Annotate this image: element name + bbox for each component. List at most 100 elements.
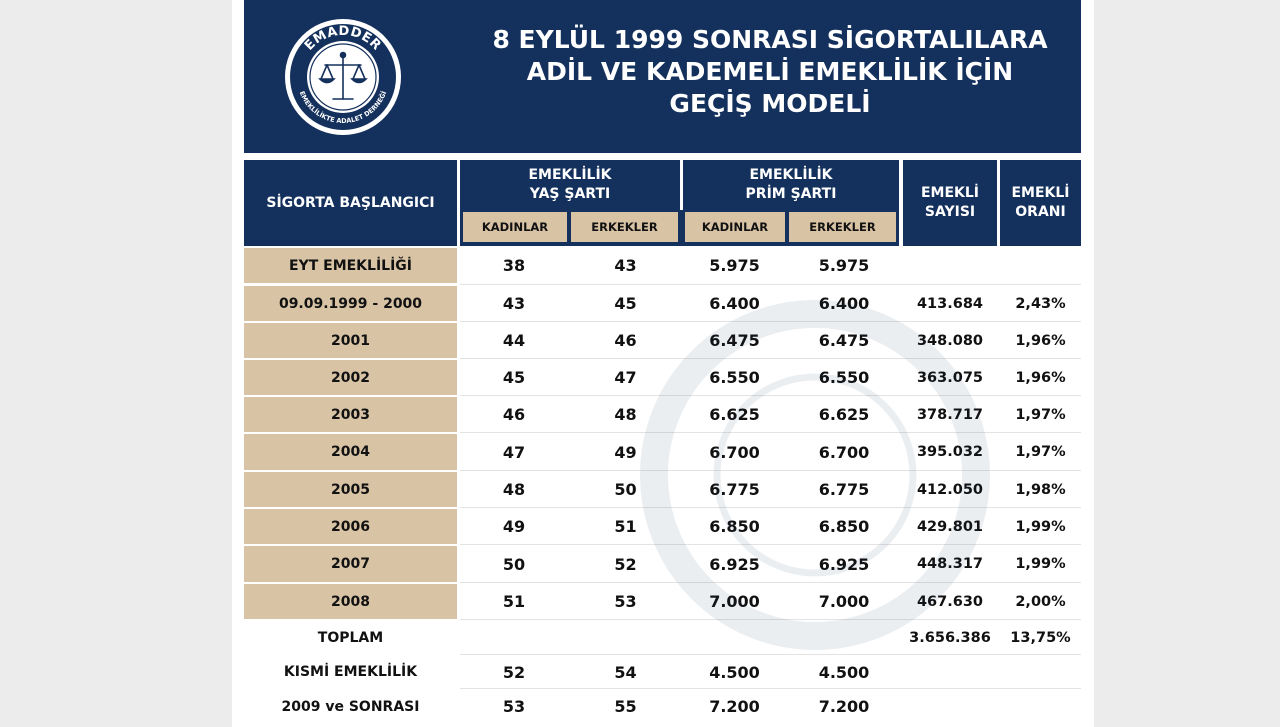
header-yas-sarti-line-2: YAŞ ŞARTI bbox=[529, 186, 611, 202]
subheader-age-women: KADINLAR bbox=[463, 212, 567, 242]
row-count-value: 395.032 bbox=[903, 434, 997, 470]
row-prim-w-value: 7.200 bbox=[683, 690, 786, 723]
header-emekli-sayisi-line-1: EMEKLİ bbox=[920, 185, 980, 201]
watermark-logo bbox=[640, 300, 990, 650]
row-prim-m-value: 4.500 bbox=[789, 656, 899, 688]
row-rate-value: 1,99% bbox=[1000, 546, 1081, 582]
row-divider bbox=[460, 619, 1081, 620]
emadder-logo: EMADDER EMEKLİLİKTE ADALET DERNEĞİ bbox=[285, 19, 401, 135]
header-emekli-orani-line-2: ORANI bbox=[1015, 204, 1066, 220]
row-divider bbox=[460, 544, 1081, 545]
row-label: 2002 bbox=[244, 360, 457, 395]
row-age-m-value: 48 bbox=[571, 397, 680, 432]
row-age-m-value: 54 bbox=[571, 656, 680, 688]
row-divider bbox=[460, 688, 1081, 689]
row-label: 2007 bbox=[244, 546, 457, 582]
row-age-w-value: 45 bbox=[460, 360, 568, 395]
row-age-m-value: 55 bbox=[571, 690, 680, 723]
row-rate-value bbox=[1000, 690, 1081, 723]
row-count-value: 429.801 bbox=[903, 509, 997, 544]
row-rate-value: 2,00% bbox=[1000, 584, 1081, 619]
row-age-m-value bbox=[571, 621, 680, 654]
row-divider bbox=[460, 321, 1081, 322]
row-prim-m-value: 6.850 bbox=[789, 509, 899, 544]
row-label: 2005 bbox=[244, 472, 457, 507]
title-line-1: 8 EYLÜL 1999 SONRASI SİGORTALILARA bbox=[492, 25, 1048, 54]
row-age-w-value: 46 bbox=[460, 397, 568, 432]
row-age-m-value: 45 bbox=[571, 286, 680, 321]
row-rate-value: 1,96% bbox=[1000, 323, 1081, 358]
row-count-value bbox=[903, 690, 997, 723]
title-line-3: GEÇİŞ MODELİ bbox=[669, 89, 871, 118]
row-divider bbox=[460, 582, 1081, 583]
row-prim-w-value: 6.625 bbox=[683, 397, 786, 432]
row-prim-m-value: 6.625 bbox=[789, 397, 899, 432]
row-count-value bbox=[903, 656, 997, 688]
row-divider bbox=[460, 432, 1081, 433]
row-count-value: 378.717 bbox=[903, 397, 997, 432]
row-age-m-value: 50 bbox=[571, 472, 680, 507]
header-emekli-orani: EMEKLİ ORANI bbox=[1000, 160, 1081, 246]
row-count-value bbox=[903, 248, 997, 283]
row-label: 2004 bbox=[244, 434, 457, 470]
row-age-m-value: 53 bbox=[571, 584, 680, 619]
row-prim-w-value: 5.975 bbox=[683, 248, 786, 283]
row-divider bbox=[460, 358, 1081, 359]
row-prim-m-value: 6.925 bbox=[789, 546, 899, 582]
row-rate-value: 13,75% bbox=[1000, 621, 1081, 654]
row-prim-w-value bbox=[683, 621, 786, 654]
row-label: 09.09.1999 - 2000 bbox=[244, 286, 457, 321]
row-rate-value: 1,97% bbox=[1000, 434, 1081, 470]
header-emekli-sayisi: EMEKLİ SAYISI bbox=[903, 160, 997, 246]
row-age-m-value: 52 bbox=[571, 546, 680, 582]
header-emekli-sayisi-line-2: SAYISI bbox=[924, 204, 976, 220]
row-age-m-value: 49 bbox=[571, 434, 680, 470]
row-count-value: 413.684 bbox=[903, 286, 997, 321]
row-age-w-value: 43 bbox=[460, 286, 568, 321]
row-prim-w-value: 6.700 bbox=[683, 434, 786, 470]
row-prim-m-value: 7.200 bbox=[789, 690, 899, 723]
row-prim-m-value: 6.700 bbox=[789, 434, 899, 470]
row-prim-m-value: 6.475 bbox=[789, 323, 899, 358]
subheader-age-men: ERKEKLER bbox=[571, 212, 678, 242]
row-prim-w-value: 6.850 bbox=[683, 509, 786, 544]
row-age-w-value bbox=[460, 621, 568, 654]
header-emekli-orani-line-1: EMEKLİ bbox=[1011, 185, 1070, 201]
row-divider bbox=[460, 654, 1081, 655]
row-age-w-value: 52 bbox=[460, 656, 568, 688]
row-prim-m-value: 6.775 bbox=[789, 472, 899, 507]
row-prim-w-value: 7.000 bbox=[683, 584, 786, 619]
row-age-w-value: 44 bbox=[460, 323, 568, 358]
row-prim-w-value: 6.925 bbox=[683, 546, 786, 582]
row-prim-m-value: 6.400 bbox=[789, 286, 899, 321]
row-divider bbox=[460, 284, 1081, 285]
subheader-prim-men: ERKEKLER bbox=[789, 212, 896, 242]
header-yas-sarti: EMEKLİLİK YAŞ ŞARTI bbox=[460, 160, 680, 210]
row-label: EYT EMEKLİLİĞİ bbox=[244, 248, 457, 283]
row-age-m-value: 51 bbox=[571, 509, 680, 544]
page-title: 8 EYLÜL 1999 SONRASI SİGORTALILARA ADİL … bbox=[440, 24, 1100, 120]
row-rate-value bbox=[1000, 248, 1081, 283]
row-age-w-value: 47 bbox=[460, 434, 568, 470]
row-label: 2003 bbox=[244, 397, 457, 432]
row-age-w-value: 48 bbox=[460, 472, 568, 507]
row-prim-w-value: 6.400 bbox=[683, 286, 786, 321]
row-prim-w-value: 6.550 bbox=[683, 360, 786, 395]
row-age-w-value: 50 bbox=[460, 546, 568, 582]
subheader-prim-women: KADINLAR bbox=[685, 212, 785, 242]
header-yas-sarti-line-1: EMEKLİLİK bbox=[528, 167, 612, 183]
row-count-value: 3.656.386 bbox=[903, 621, 997, 654]
row-rate-value: 1,97% bbox=[1000, 397, 1081, 432]
row-rate-value: 1,99% bbox=[1000, 509, 1081, 544]
row-age-w-value: 38 bbox=[460, 248, 568, 283]
title-line-2: ADİL VE KADEMELİ EMEKLİLİK İÇİN bbox=[526, 57, 1014, 86]
row-prim-m-value: 7.000 bbox=[789, 584, 899, 619]
row-count-value: 467.630 bbox=[903, 584, 997, 619]
row-label: KISMİ EMEKLİLİK bbox=[244, 656, 457, 688]
row-prim-w-value: 6.775 bbox=[683, 472, 786, 507]
row-label: 2008 bbox=[244, 584, 457, 619]
row-rate-value: 2,43% bbox=[1000, 286, 1081, 321]
row-prim-m-value: 5.975 bbox=[789, 248, 899, 283]
row-prim-m-value bbox=[789, 621, 899, 654]
row-age-w-value: 51 bbox=[460, 584, 568, 619]
